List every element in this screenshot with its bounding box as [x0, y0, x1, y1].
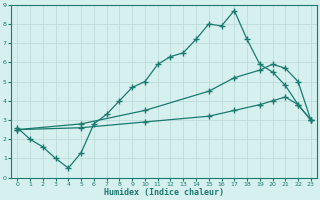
X-axis label: Humidex (Indice chaleur): Humidex (Indice chaleur) [104, 188, 224, 197]
